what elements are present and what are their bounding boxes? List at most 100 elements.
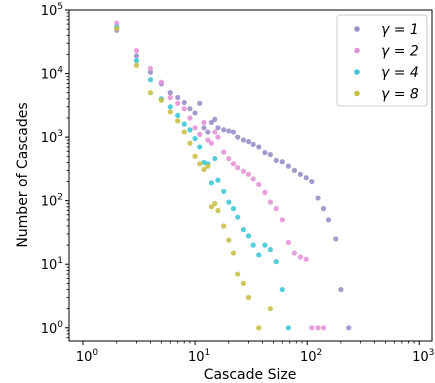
data-point <box>167 94 173 101</box>
data-point <box>256 325 262 331</box>
data-point <box>245 233 252 239</box>
legend: γ = 1 γ = 2 γ = 4 γ = 8 <box>336 14 428 107</box>
data-point <box>192 153 198 159</box>
data-point <box>226 128 232 134</box>
data-point <box>215 177 221 183</box>
data-point <box>158 79 164 85</box>
data-point <box>167 90 173 96</box>
data-point <box>245 171 252 177</box>
data-point <box>212 155 218 162</box>
data-point <box>208 119 215 126</box>
data-point <box>133 62 140 68</box>
data-point <box>208 204 215 210</box>
data-point <box>201 119 207 126</box>
data-point <box>114 25 120 32</box>
data-point <box>187 115 193 121</box>
series-4 <box>114 25 273 331</box>
data-point <box>262 150 268 156</box>
legend-box <box>336 14 428 107</box>
data-point <box>212 200 218 207</box>
data-point <box>133 47 140 54</box>
data-point <box>221 188 227 194</box>
legend-marker <box>354 69 360 75</box>
data-point <box>279 159 285 165</box>
data-point <box>147 90 154 96</box>
data-point <box>208 180 215 186</box>
data-point <box>212 116 218 122</box>
legend-marker <box>354 47 360 54</box>
data-point <box>309 178 315 185</box>
data-point <box>267 306 273 312</box>
data-point <box>181 129 187 135</box>
data-point <box>267 247 273 253</box>
x-tick-label: 103 <box>412 348 434 365</box>
data-point <box>240 168 247 174</box>
data-point <box>221 149 227 155</box>
data-point <box>175 100 181 106</box>
data-point <box>315 325 321 331</box>
data-point <box>320 325 327 331</box>
data-point <box>208 140 215 146</box>
data-point <box>279 286 285 293</box>
data-point <box>175 94 181 101</box>
data-point <box>205 137 211 143</box>
y-tick-label: 101 <box>41 256 63 273</box>
data-point <box>285 163 291 169</box>
data-point <box>273 259 279 265</box>
data-point <box>167 109 173 115</box>
data-point <box>230 206 237 212</box>
x-tick-label: 100 <box>76 348 99 365</box>
data-point <box>197 144 203 150</box>
data-point <box>325 217 332 223</box>
data-point <box>197 100 203 106</box>
data-point <box>235 214 241 220</box>
data-point <box>320 206 327 212</box>
data-point <box>226 155 232 162</box>
data-point <box>245 294 252 301</box>
data-point <box>267 152 273 158</box>
data-point <box>250 242 256 248</box>
data-point <box>197 161 203 167</box>
data-point <box>192 135 198 142</box>
data-point <box>338 286 344 293</box>
x-axis-label: Cascade Size <box>204 367 297 383</box>
y-tick-label: 100 <box>41 320 64 337</box>
data-point <box>240 227 247 233</box>
data-point <box>167 104 173 110</box>
data-point <box>267 199 273 205</box>
data-point <box>226 237 232 243</box>
data-point <box>175 118 181 124</box>
ticks-layer: 100 101 102 103 100 101 102 103 104 105 <box>41 2 435 365</box>
data-point <box>240 280 247 286</box>
data-point <box>309 325 315 331</box>
data-point <box>192 125 198 131</box>
data-point <box>147 77 154 83</box>
data-point <box>285 239 291 246</box>
series-1 <box>114 27 352 331</box>
data-point <box>346 325 352 331</box>
data-point <box>230 250 237 256</box>
data-point <box>256 181 262 188</box>
plot-frame <box>68 9 433 342</box>
data-point <box>291 250 298 256</box>
data-point <box>315 195 321 201</box>
legend-label: γ = 2 <box>381 44 419 60</box>
data-point <box>187 127 193 133</box>
series-3 <box>114 24 291 331</box>
data-point <box>114 20 120 26</box>
data-point <box>201 159 207 166</box>
y-axis-label: Number of Cascades <box>15 102 31 247</box>
data-point <box>303 175 309 181</box>
legend-label: γ = 4 <box>381 65 419 81</box>
data-point <box>181 106 187 112</box>
data-point <box>226 199 232 205</box>
data-point <box>181 121 187 127</box>
data-point <box>181 99 187 106</box>
data-point <box>133 53 140 59</box>
data-point <box>250 141 256 147</box>
data-point <box>205 163 211 169</box>
data-point <box>333 236 339 242</box>
data-point <box>201 166 207 173</box>
legend-label: γ = 1 <box>381 22 419 38</box>
